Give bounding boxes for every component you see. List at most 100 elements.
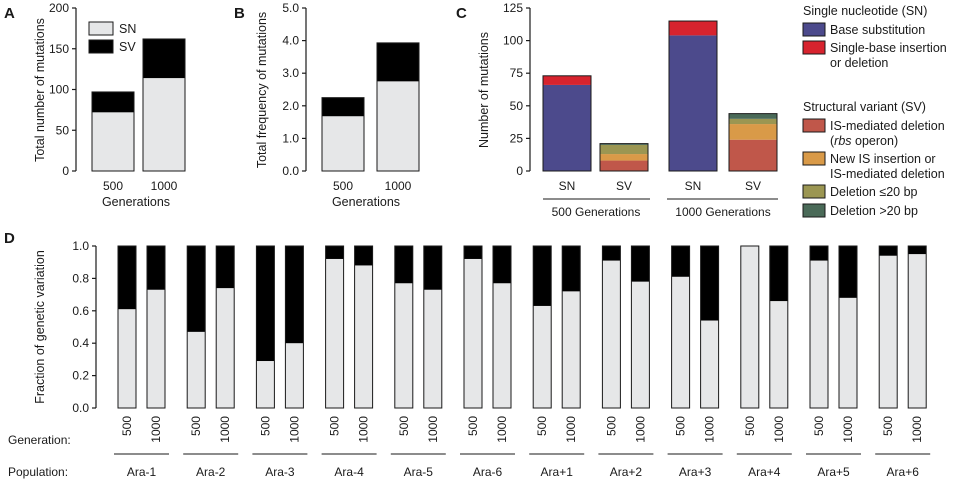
- panel-d-bar-outline: [907, 245, 927, 409]
- panel-d-bar-sv: [285, 246, 304, 344]
- panel-d-bar-sv: [562, 246, 581, 292]
- legend-c-label-is_deletion_rbs: (rbs operon): [830, 134, 898, 148]
- panel-c-y-tick-label: 75: [510, 66, 524, 80]
- panel-a-y-tick-label: 0: [62, 164, 69, 178]
- legend-c-label-single_base_indel: or deletion: [830, 56, 888, 70]
- panel-d-bar-sn: [839, 297, 857, 408]
- panel-d-generation-label: 500: [397, 416, 411, 436]
- panel-b-y-tick-label: 4.0: [282, 34, 299, 48]
- panel-d-population-label: Ara-2: [196, 465, 226, 479]
- panel-d-bar-sn: [394, 283, 413, 408]
- panel-letter-a: A: [4, 5, 15, 22]
- panel-d-bar-outline: [186, 245, 206, 409]
- panel-c-y-tick-label: 25: [510, 131, 524, 145]
- panel-d-bar-sv: [908, 246, 927, 255]
- panel-b-x-tick-label: 1000: [385, 179, 412, 193]
- panel-c-y-title: Number of mutations: [477, 32, 491, 148]
- legend-c-label-deletion_le20: Deletion ≤20 bp: [830, 185, 918, 199]
- panel-d-population-label: Ara-4: [334, 465, 364, 479]
- panel-d-bar-outline: [492, 245, 512, 409]
- panel-d-generation-label: 1000: [149, 416, 163, 443]
- panel-d-generation-label: 1000: [910, 416, 924, 443]
- panel-d-population-label: Ara-1: [127, 465, 157, 479]
- panel-d-population-label: Ara+4: [748, 465, 781, 479]
- panel-d-y-tick-label: 0.2: [72, 369, 89, 383]
- panel-b-bar-1000-outline: [376, 42, 420, 172]
- panel-d-generation-label: 1000: [564, 416, 578, 443]
- panel-d-bar-sv: [493, 246, 511, 284]
- panel-d-bar-sn: [602, 260, 621, 408]
- panel-d-y-tick-label: 1.0: [72, 239, 89, 253]
- panel-d-bar-sv: [464, 246, 482, 259]
- panel-c-bar-sn-2-single-base-insertion-or-deletion: [669, 21, 717, 36]
- generation-row-label: Generation:: [8, 433, 71, 447]
- panel-d-population-label: Ara-5: [404, 465, 434, 479]
- legend-c-label-deletion_gt20: Deletion >20 bp: [830, 204, 918, 218]
- panel-c-x-tick-label: SN: [685, 179, 702, 193]
- panel-d-bar-sv: [216, 246, 235, 289]
- panel-c-bar-sv-1-deletion-20-bp: [600, 143, 648, 145]
- panel-d-population-label: Ara+2: [610, 465, 643, 479]
- panel-d-bar-sv: [533, 246, 552, 306]
- panel-c: C 0 25 50 75 100 125 Number of mutations SN SV SN S…: [456, 1, 778, 219]
- panel-d-generation-label: 1000: [703, 416, 717, 443]
- panel-d-generation-label: 500: [604, 416, 618, 436]
- panel-d-generation-label: 1000: [495, 416, 509, 443]
- panel-d-bar-sv: [769, 246, 788, 302]
- panel-d-bar-sv: [423, 246, 442, 290]
- legend-c-swatch-single_base_indel: [802, 40, 826, 55]
- panel-b-y-title: Total frequency of mutations: [255, 12, 269, 168]
- panel-d-generation-label: 500: [743, 416, 757, 436]
- panel-d-bar-sv: [879, 246, 898, 256]
- panel-d-bar-sn: [562, 291, 581, 408]
- panel-d-bar-sn: [118, 309, 136, 408]
- panel-letter-b: B: [234, 5, 245, 22]
- legend-c-sn-header: Single nucleotide (SN): [803, 4, 927, 18]
- panel-d-generation-label: 500: [674, 416, 688, 436]
- panel-c-bar-sv-3-deletion-20-bp: [729, 113, 777, 119]
- legend-c-label-new_is_insertion: New IS insertion or: [830, 152, 936, 166]
- panel-c-group-label: 1000 Generations: [675, 205, 770, 219]
- panel-d-generation-label: 1000: [426, 416, 440, 443]
- panel-d-bar-sv: [325, 246, 344, 259]
- panel-d-generation-label: 1000: [633, 416, 647, 443]
- panel-d-population-label: Ara-6: [473, 465, 503, 479]
- panel-letter-c: C: [456, 5, 467, 22]
- panel-d-bar-outline: [423, 245, 443, 409]
- panel-d-y-tick-label: 0.0: [72, 401, 89, 415]
- panel-d-bar-sn: [631, 281, 650, 408]
- legend-c-label-single_base_indel: Single-base insertion: [830, 41, 947, 55]
- panel-b-bar-1000-sn: [377, 81, 419, 171]
- panel-a-x-title: Generations: [102, 195, 170, 209]
- panel-d-population-label: Ara+6: [887, 465, 920, 479]
- panel-c-x-tick-label: SV: [745, 179, 761, 193]
- panel-d-bar-sv: [147, 246, 165, 290]
- panel-d-bar-sn: [354, 265, 373, 408]
- panel-d-bar-sv: [118, 246, 136, 310]
- panel-a-y-title: Total number of mutations: [33, 18, 47, 162]
- panel-c-bar-sv-1-deletion-20-bp: [600, 144, 648, 155]
- panel-a-bar-1000-sn: [143, 78, 185, 171]
- panel-d-bar-outline: [671, 245, 691, 409]
- panel-c-bar-sv-1-new-is-insertion-or-is-mediated-deletion: [600, 154, 648, 161]
- panel-c-group-label: 500 Generations: [552, 205, 641, 219]
- panel-d-population-label: Ara+3: [679, 465, 712, 479]
- panel-b-y-tick-label: 0.0: [282, 164, 299, 178]
- panel-d-bar-sv: [810, 246, 828, 261]
- panel-c-bar-sv-3-outline: [728, 113, 778, 172]
- panel-d-bar-outline: [838, 245, 858, 409]
- panel-d-bar-sn: [533, 305, 552, 408]
- panel-d-bar-outline: [700, 245, 720, 409]
- panel-d-bar-sn: [285, 343, 304, 408]
- panel-b: B 0.0 1.0 2.0 3.0 4.0 5.0 Total frequency of mu…: [234, 1, 420, 209]
- panel-d-bar-outline: [532, 245, 552, 409]
- panel-d-generation-label: 500: [535, 416, 549, 436]
- panel-d-bar-sv: [700, 246, 719, 321]
- panel-c-bar-sn-0-single-base-insertion-or-deletion: [543, 75, 591, 85]
- panel-c-bar-sv-3-is-mediated-deletion-rbs-operon-: [729, 139, 777, 171]
- panel-d-generation-label: 500: [812, 416, 826, 436]
- panel-d-generation-label: 500: [328, 416, 342, 436]
- panel-c-y-tick-label: 125: [503, 1, 523, 15]
